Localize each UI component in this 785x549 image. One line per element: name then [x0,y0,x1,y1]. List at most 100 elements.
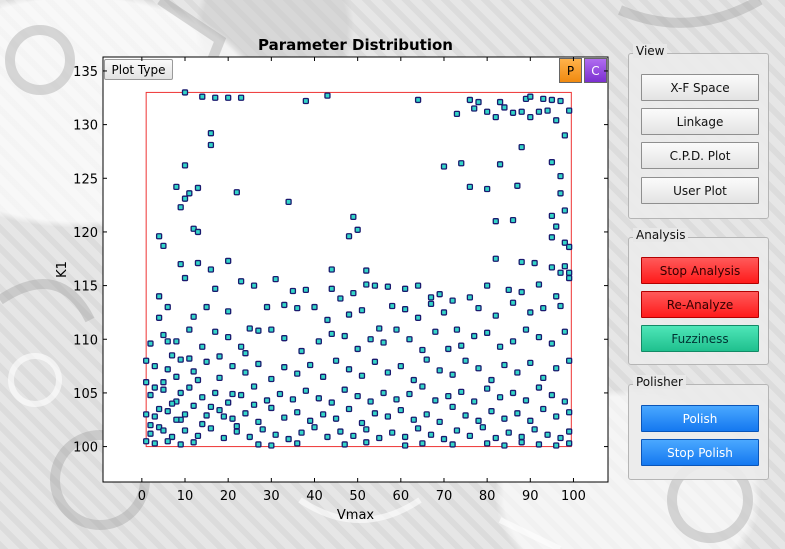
data-point [337,428,344,435]
data-point [527,93,534,100]
data-point [466,96,474,104]
data-point [237,94,245,101]
plot-type-button[interactable]: Plot Type [104,59,173,80]
data-point [479,424,486,431]
data-point [216,353,223,360]
y-tick-label: 105 [73,387,98,402]
data-point [307,417,314,424]
data-point [164,438,171,445]
data-point [289,396,297,403]
polish-button[interactable]: Polish [641,405,759,432]
data-point [475,98,482,106]
data-point [496,98,504,106]
data-point [449,297,456,304]
data-point [160,242,167,250]
data-point [190,368,197,375]
data-point [501,415,508,422]
data-point [514,182,521,189]
data-point [237,391,245,399]
plot-panel[interactable] [103,57,608,482]
data-point [527,113,534,121]
data-point [229,362,236,370]
data-point [259,426,266,433]
data-point [160,427,167,434]
data-point [307,361,314,369]
data-point [181,89,189,96]
polisher-group-label: Polisher [633,375,686,389]
data-point [566,269,573,276]
data-point [207,266,215,273]
data-point [471,105,478,112]
data-point [225,399,232,406]
data-point [164,338,171,345]
data-point [186,384,193,391]
p-button[interactable]: P [559,58,582,83]
data-point [350,432,357,440]
data-point [143,379,150,386]
data-point [401,433,409,441]
data-point [160,379,167,386]
data-point [177,356,184,363]
data-point [294,304,301,312]
data-point [557,302,564,310]
data-point [527,417,534,424]
data-point [483,185,491,193]
data-point [250,401,258,408]
x-tick-label: 10 [177,489,194,504]
data-point [527,309,534,316]
y-axis-label: K1 [55,261,70,278]
data-point [483,108,491,115]
data-point [255,360,262,368]
data-point [285,435,292,443]
data-point [488,408,495,415]
data-point [501,361,508,369]
data-point [389,302,396,310]
user-plot-button[interactable]: User Plot [641,177,759,204]
data-point [509,109,517,116]
c-button[interactable]: C [584,58,607,83]
data-point [557,434,564,442]
data-point [367,398,374,405]
data-point [527,359,534,367]
data-point [561,207,568,214]
data-point [384,369,392,376]
stop-analysis-button[interactable]: Stop Analysis [641,257,759,284]
data-point [514,410,521,417]
data-point [384,413,392,420]
linkage-button[interactable]: Linkage [641,108,759,135]
data-point [561,398,568,405]
data-point [449,441,456,448]
data-point [561,328,568,335]
data-point [553,293,560,300]
cpd-plot-button[interactable]: C.P.D. Plot [641,142,759,169]
chart-title: Parameter Distribution [258,36,453,54]
xf-space-button[interactable]: X-F Space [641,74,759,101]
data-point [281,335,288,342]
data-point [518,439,525,446]
data-point [462,412,469,419]
data-point [414,425,422,432]
data-point [389,429,396,436]
data-point [466,294,474,301]
stop-polish-button[interactable]: Stop Polish [641,439,759,466]
scatter-plot[interactable] [103,57,608,482]
data-point [233,423,240,430]
data-point [440,435,448,443]
data-point [380,389,387,397]
data-point [419,346,426,354]
data-point [181,427,189,434]
re-analyze-button[interactable]: Re-Analyze [641,291,759,318]
data-point [414,314,422,321]
data-point [466,183,474,191]
data-point [341,386,348,393]
fuzziness-button[interactable]: Fuzziness [641,325,759,352]
data-point [509,299,517,306]
data-point [207,425,215,432]
data-point [371,410,379,417]
data-point [436,367,443,374]
polisher-group: Polisher Polish Stop Polish [628,375,769,480]
data-point [440,163,448,170]
data-point [518,288,525,296]
y-tick-label: 100 [73,441,98,456]
analysis-group: Analysis Stop Analysis Re-Analyze Fuzzin… [628,228,769,365]
